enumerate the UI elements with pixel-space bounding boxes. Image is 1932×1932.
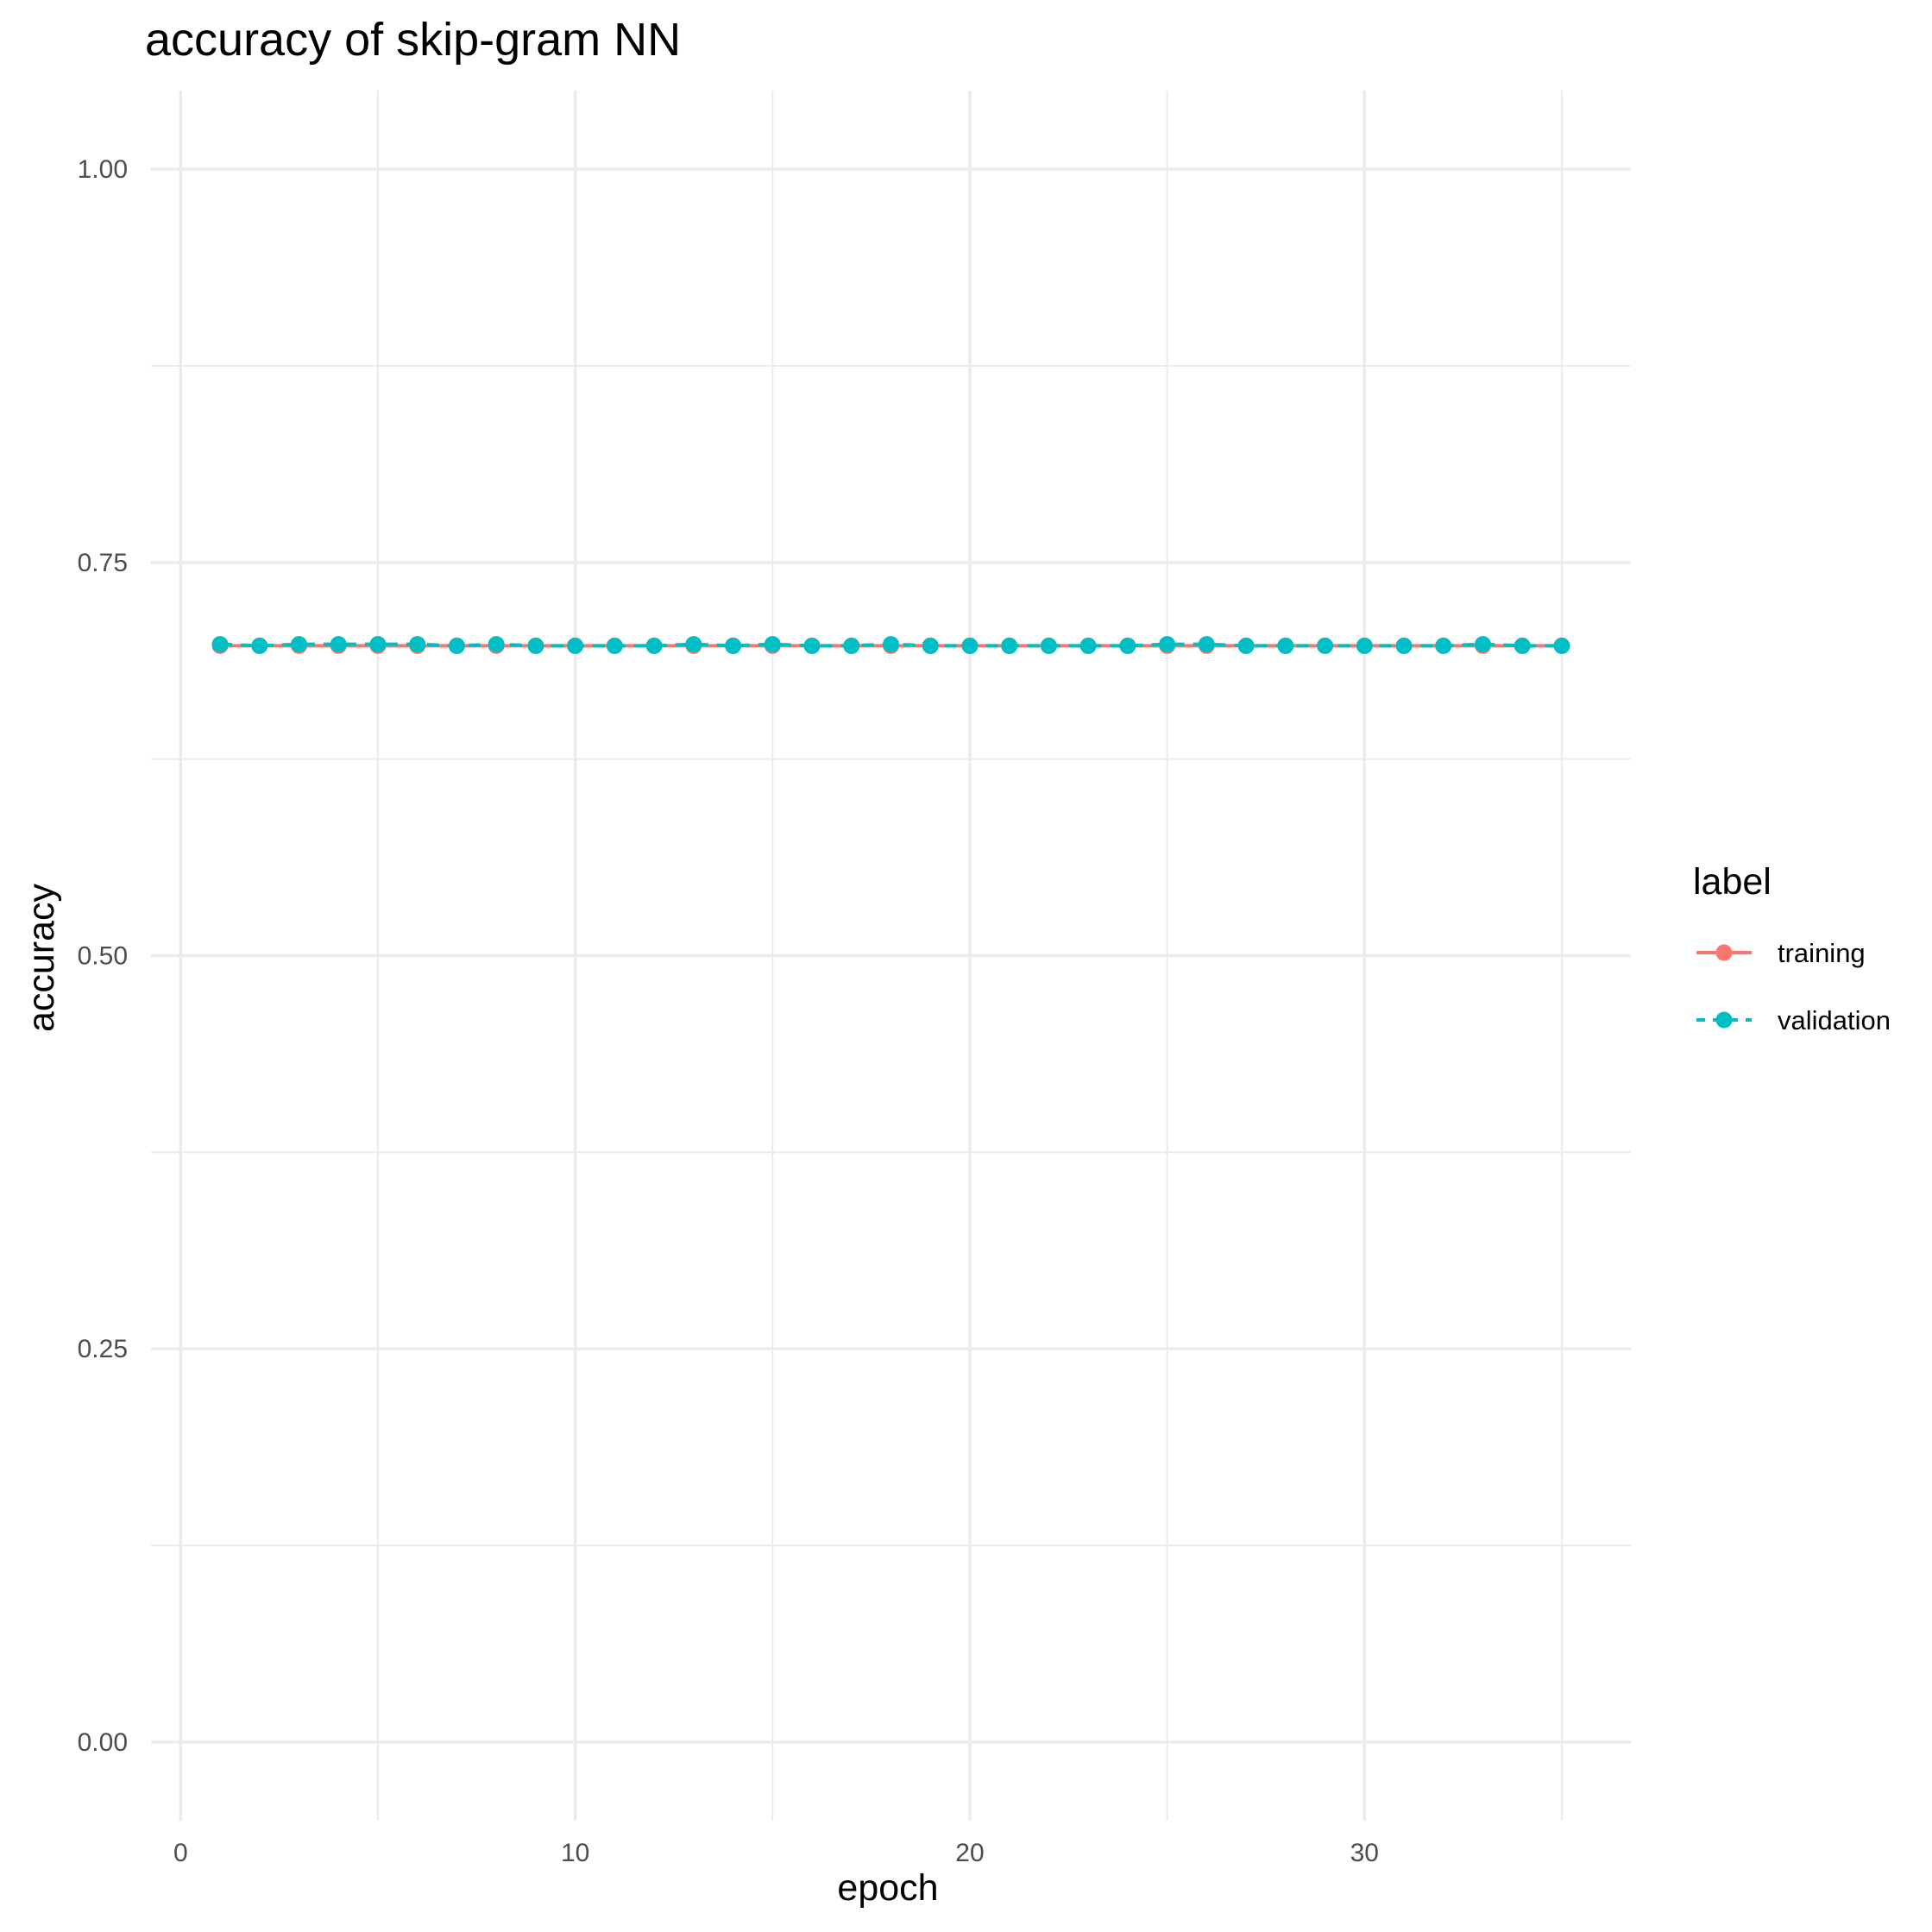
series-point-validation bbox=[1237, 637, 1255, 654]
series-point-validation bbox=[330, 636, 347, 653]
series-point-validation bbox=[488, 636, 505, 653]
axis-layer: 0 10 20 30 0.00 0.25 0.50 0.75 1.00 bbox=[78, 155, 1379, 1867]
series-point-validation bbox=[1356, 637, 1373, 654]
grid-layer bbox=[151, 91, 1631, 1821]
series-point-validation bbox=[1514, 637, 1531, 654]
legend-key-point-validation bbox=[1715, 1011, 1733, 1029]
y-tick-label: 0.25 bbox=[78, 1335, 128, 1363]
x-tick-label: 10 bbox=[561, 1839, 589, 1867]
series-point-validation bbox=[1277, 637, 1294, 654]
series-point-validation bbox=[1553, 637, 1570, 654]
legend-label-validation: validation bbox=[1778, 1005, 1891, 1035]
chart-title: accuracy of skip-gram NN bbox=[145, 14, 681, 66]
series-point-validation bbox=[1198, 636, 1215, 653]
series-point-validation bbox=[527, 637, 544, 654]
y-tick-label: 0.75 bbox=[78, 549, 128, 577]
series-point-validation bbox=[369, 636, 387, 653]
series-point-validation bbox=[725, 637, 742, 654]
series-point-validation bbox=[291, 636, 307, 653]
series-point-validation bbox=[567, 637, 584, 654]
series-point-validation bbox=[803, 637, 821, 654]
y-axis-title: accuracy bbox=[21, 883, 62, 1032]
series-point-validation bbox=[1040, 637, 1057, 654]
series-point-validation bbox=[961, 637, 979, 654]
legend: label training validation bbox=[1693, 861, 1891, 1035]
series-point-validation bbox=[1475, 636, 1491, 653]
series-point-validation bbox=[606, 637, 623, 654]
legend-title: label bbox=[1693, 861, 1772, 903]
legend-key-point-training bbox=[1715, 944, 1733, 961]
series-point-validation bbox=[448, 637, 465, 654]
y-tick-label: 0.00 bbox=[78, 1728, 128, 1757]
series-point-validation bbox=[685, 636, 702, 653]
legend-items: training validation bbox=[1696, 938, 1891, 1035]
series-point-validation bbox=[251, 637, 268, 654]
series-layer bbox=[211, 636, 1570, 654]
series-point-validation bbox=[1435, 637, 1452, 654]
y-tick-label: 0.50 bbox=[78, 942, 128, 971]
x-axis-title: epoch bbox=[837, 1867, 938, 1909]
series-point-validation bbox=[645, 637, 663, 654]
series-point-validation bbox=[1395, 637, 1413, 654]
x-tick-label: 30 bbox=[1350, 1839, 1379, 1867]
series-point-validation bbox=[1119, 637, 1136, 654]
series-point-validation bbox=[1001, 637, 1018, 654]
legend-label-training: training bbox=[1778, 938, 1866, 968]
series-point-validation bbox=[1159, 636, 1176, 653]
series-point-validation bbox=[883, 636, 899, 653]
series-point-validation bbox=[409, 636, 426, 653]
series-point-validation bbox=[764, 636, 781, 653]
series-point-validation bbox=[1317, 637, 1334, 654]
series-point-validation bbox=[843, 637, 860, 654]
x-tick-label: 20 bbox=[955, 1839, 984, 1867]
y-tick-label: 1.00 bbox=[78, 155, 128, 184]
x-tick-label: 0 bbox=[173, 1839, 188, 1867]
series-point-validation bbox=[1079, 637, 1097, 654]
series-point-validation bbox=[211, 636, 229, 653]
series-point-validation bbox=[922, 637, 939, 654]
